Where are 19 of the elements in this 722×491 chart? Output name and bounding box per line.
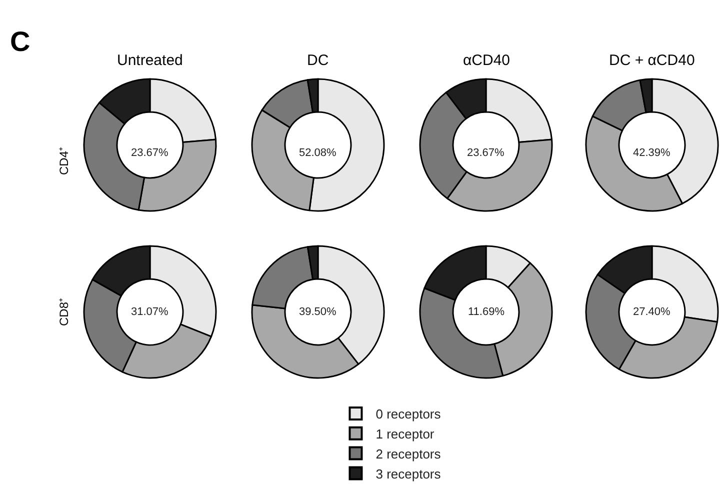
text: 23.67% (131, 147, 169, 159)
text: 42.39% (633, 147, 671, 159)
chart-title: DC (307, 52, 329, 69)
text: 52.08% (299, 147, 337, 159)
text: CD8⁺ (57, 298, 71, 326)
text: 23.67% (467, 147, 505, 159)
chart-title: αCD40 (463, 52, 510, 69)
chart-title: DC + αCD40 (609, 52, 695, 69)
text: C (10, 26, 30, 57)
legend-label: 3 receptors (376, 466, 442, 482)
legend-label: 2 receptors (376, 446, 442, 462)
text: CD4⁺ (57, 146, 71, 175)
text: 11.69% (468, 306, 505, 318)
legend-label: 1 receptor (376, 426, 435, 442)
chart-title: Untreated (117, 52, 183, 69)
text: 27.40% (633, 306, 671, 318)
text: 39.50% (299, 306, 337, 318)
text: 31.07% (131, 306, 169, 318)
legend-label: 0 receptors (376, 406, 442, 422)
